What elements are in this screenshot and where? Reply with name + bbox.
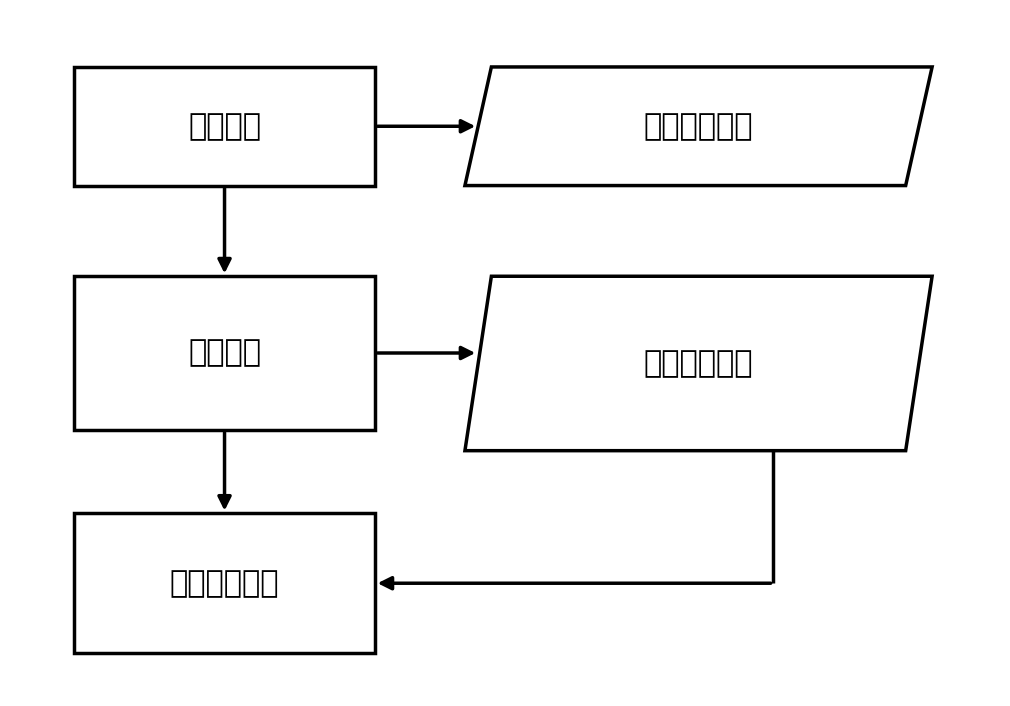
Text: 精细扫描: 精细扫描	[188, 338, 261, 368]
Polygon shape	[75, 276, 375, 430]
Polygon shape	[75, 67, 375, 186]
Text: 敏感位置信息: 敏感位置信息	[643, 349, 753, 378]
Polygon shape	[75, 513, 375, 653]
Polygon shape	[465, 67, 932, 186]
Text: 粗略扫描: 粗略扫描	[188, 112, 261, 140]
Text: 敏感位置攻击: 敏感位置攻击	[170, 569, 280, 598]
Text: 大致能量范围: 大致能量范围	[643, 112, 753, 140]
Polygon shape	[465, 276, 932, 450]
